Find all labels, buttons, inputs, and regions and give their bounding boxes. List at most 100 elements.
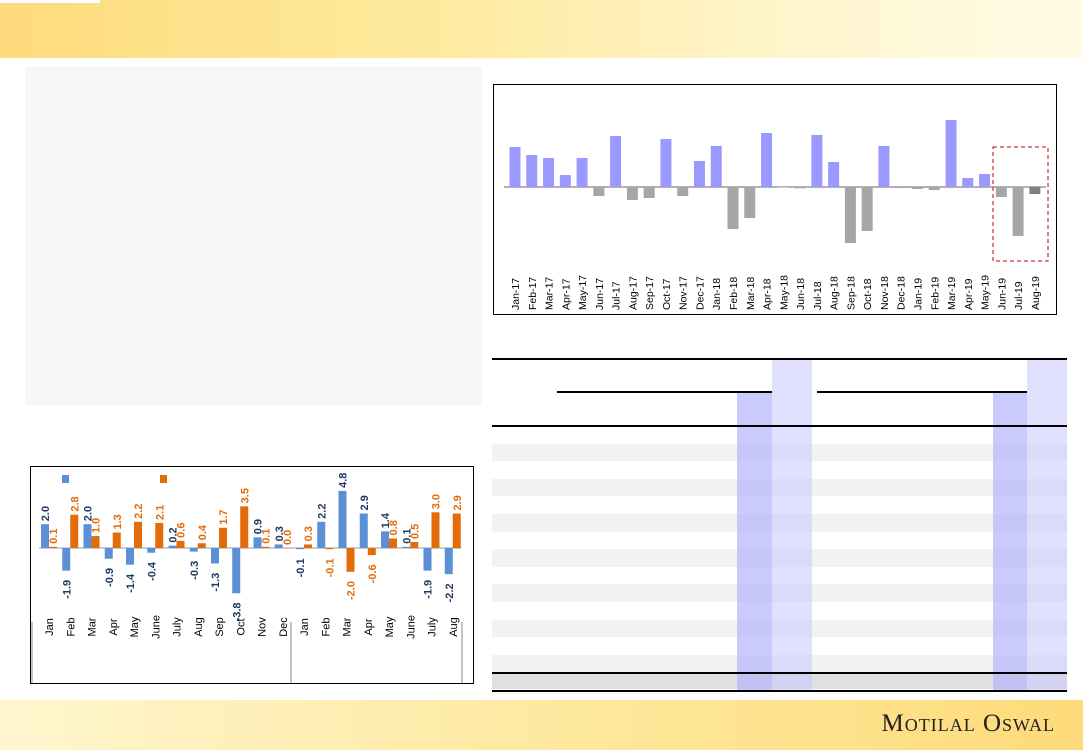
x-tick-label: June xyxy=(405,615,417,639)
highlight-box xyxy=(992,146,1049,262)
x-tick-label: Sep-17 xyxy=(644,276,656,310)
bar-series2 xyxy=(49,546,57,548)
bar-Oct-17 xyxy=(660,139,672,187)
x-tick-label: Jul-18 xyxy=(812,281,824,310)
bar-series2 xyxy=(261,546,270,548)
bar-Aug-19 xyxy=(1029,187,1041,194)
bar-Jan-17 xyxy=(509,147,521,187)
page-header xyxy=(0,0,1083,58)
data-label: 1.7 xyxy=(218,509,230,524)
bar-Feb-17 xyxy=(526,155,538,187)
x-tick-label: Jan xyxy=(44,618,56,636)
data-label: -0.1 xyxy=(324,558,336,577)
bar-series2 xyxy=(346,548,355,572)
x-tick-label: Jan xyxy=(299,618,311,636)
bar-May-19 xyxy=(979,174,991,187)
bar-series1 xyxy=(104,548,113,559)
legend-swatch-orange xyxy=(160,475,167,483)
monthly-bar-chart-svg: Jan-17 Feb-17 Mar-17 Apr-17 May-17 Jun-17 Jul-… xyxy=(504,120,1049,310)
bar-series1 xyxy=(83,524,92,548)
x-tick-label: May xyxy=(384,616,396,637)
bar-series1 xyxy=(41,524,49,548)
data-label: 0.2 xyxy=(168,527,180,542)
data-label: 3.0 xyxy=(431,494,443,509)
highlight-column xyxy=(737,392,772,691)
data-label: 2.0 xyxy=(83,506,95,521)
data-label: 2.0 xyxy=(40,506,52,521)
data-label: -1.9 xyxy=(423,580,435,599)
bar-series1 xyxy=(253,537,262,548)
bar-Oct-18 xyxy=(861,187,873,231)
x-tick-label: Mar xyxy=(342,617,354,636)
data-label: 2.8 xyxy=(69,496,81,511)
x-tick-label: Aug-19 xyxy=(1030,276,1042,310)
x-tick-label: May-19 xyxy=(980,275,992,310)
x-tick-label: Mar-19 xyxy=(946,277,958,310)
bar-Nov-17 xyxy=(677,187,689,196)
bar-series2 xyxy=(431,512,440,548)
bar-May-18 xyxy=(777,187,789,188)
bar-Jun-17 xyxy=(593,187,605,196)
bar-series1 xyxy=(274,544,283,548)
bar-Mar-19 xyxy=(945,120,957,187)
bar-Jun-18 xyxy=(794,187,806,189)
data-label: 2.9 xyxy=(359,495,371,510)
highlight-column xyxy=(993,392,1027,691)
data-label: -0.9 xyxy=(104,568,116,587)
table-rule xyxy=(492,425,1067,427)
page-footer: Motilal Oswal xyxy=(0,700,1083,750)
bar-series1 xyxy=(359,513,368,548)
x-tick-label: July xyxy=(427,617,439,637)
data-label: 4.8 xyxy=(338,473,350,488)
x-tick-label: Feb xyxy=(320,618,332,637)
data-label: 1.0 xyxy=(91,518,103,533)
bar-May-17 xyxy=(576,158,588,187)
bar-series1 xyxy=(189,548,198,552)
x-tick-label: Oct-17 xyxy=(661,278,673,310)
bar-series1 xyxy=(62,548,71,571)
data-label: 0.3 xyxy=(303,526,315,541)
bar-series1 xyxy=(423,548,432,571)
x-tick-label: Nov-18 xyxy=(879,276,891,310)
bar-Sep-18 xyxy=(844,187,856,243)
header-group-rule xyxy=(557,391,772,393)
yearly-comparison-bar-chart-svg: 2.00.1Jan-1.92.8Feb2.01.0Mar-0.91.3Apr-1… xyxy=(31,473,464,683)
bar-Jun-19 xyxy=(995,187,1007,197)
bar-Dec-17 xyxy=(693,161,705,187)
x-tick-label: June xyxy=(150,615,162,639)
bar-series2 xyxy=(367,548,376,556)
bar-series1 xyxy=(147,548,156,553)
bar-series2 xyxy=(155,523,164,548)
data-label: -0.6 xyxy=(367,564,379,583)
monthly-bar-chart: Jan-17 Feb-17 Mar-17 Apr-17 May-17 Jun-17 Jul-… xyxy=(493,84,1057,315)
table-rule xyxy=(492,690,1067,692)
x-tick-label: Apr xyxy=(363,618,375,635)
x-tick-label: Aug-17 xyxy=(627,276,639,310)
x-tick-label: Sep-18 xyxy=(845,276,857,310)
bar-Jul-18 xyxy=(811,135,823,187)
data-label: 0.3 xyxy=(274,526,286,541)
bar-series1 xyxy=(232,548,241,594)
x-tick-label: May-18 xyxy=(778,275,790,310)
data-label: 0.5 xyxy=(409,524,421,539)
bar-series2 xyxy=(410,542,419,548)
x-tick-label: Aug-18 xyxy=(829,276,841,310)
text-panel xyxy=(25,67,482,405)
bar-Jul-19 xyxy=(1012,187,1024,236)
x-tick-label: July xyxy=(172,617,184,637)
header-group-rule xyxy=(817,391,1027,393)
data-label: 0.1 xyxy=(401,529,413,544)
data-label: -1.4 xyxy=(125,573,137,593)
x-tick-label: Jan-19 xyxy=(912,278,924,310)
data-label: 0.0 xyxy=(282,530,294,545)
x-tick-label: Dec xyxy=(278,617,290,637)
data-label: 3.5 xyxy=(239,488,251,503)
bar-series1 xyxy=(168,545,177,548)
bar-series1 xyxy=(444,548,453,575)
bar-Jul-17 xyxy=(610,136,622,187)
bar-series2 xyxy=(176,540,185,548)
x-tick-label: Oct xyxy=(235,618,247,635)
x-tick-label: Feb-18 xyxy=(728,277,740,310)
bar-Jan-19 xyxy=(911,187,923,189)
data-label: -0.1 xyxy=(295,558,307,577)
